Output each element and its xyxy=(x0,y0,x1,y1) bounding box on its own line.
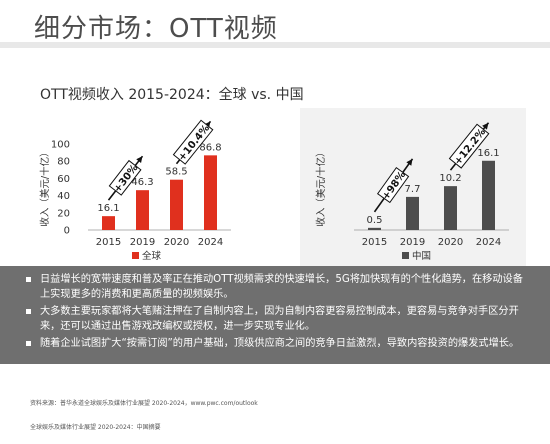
bar xyxy=(136,190,149,230)
data-label: 16.1 xyxy=(477,148,499,159)
page-title: 细分市场：OTT视频 xyxy=(34,14,278,44)
bar xyxy=(482,160,495,230)
source-note: 资料来源：普华永道全球娱乐及媒体行业展望 2020-2024，www.pwc.c… xyxy=(30,400,258,407)
arrow-head xyxy=(406,158,413,166)
y-axis-label: 收入（美元/十亿） xyxy=(315,147,327,226)
y-tick-label: 0 xyxy=(64,226,70,237)
x-tick-label: 2024 xyxy=(476,237,501,248)
data-label: 46.3 xyxy=(131,177,153,188)
legend-label: 全球 xyxy=(142,250,162,262)
arrow-head xyxy=(136,156,143,164)
y-tick-label: 100 xyxy=(51,140,70,151)
x-tick-label: 2020 xyxy=(438,237,463,248)
bar xyxy=(406,196,419,230)
y-axis-label: 收入（美元/十亿） xyxy=(39,147,51,226)
x-tick-label: 2019 xyxy=(400,237,425,248)
data-label: 16.1 xyxy=(97,203,119,214)
y-tick-label: 80 xyxy=(57,157,70,168)
annotation-box xyxy=(448,123,490,169)
bullet-list: 日益增长的宽带速度和普及率正在推动OTT视频需求的快速增长，5G将加快现有的个性… xyxy=(0,266,550,364)
bar xyxy=(444,186,457,230)
x-tick-label: 2020 xyxy=(164,237,189,248)
arrow-head xyxy=(482,122,489,130)
x-tick-label: 2019 xyxy=(130,237,155,248)
annotation-box xyxy=(108,159,142,196)
y-tick-label: 60 xyxy=(57,174,70,185)
x-tick-label: 2015 xyxy=(96,237,121,248)
data-label: 0.5 xyxy=(367,215,383,226)
data-label: 7.7 xyxy=(405,184,421,195)
x-tick-label: 2015 xyxy=(362,237,387,248)
y-tick-label: 40 xyxy=(57,191,70,202)
legend-label: 中国 xyxy=(412,250,431,262)
data-label: 86.8 xyxy=(199,142,221,153)
bar xyxy=(170,179,183,230)
bar xyxy=(204,155,217,230)
bullet-item: 随着企业试图扩大“按需订阅”的用户基础，顶级供应商之间的竞争日益激烈，导致内容投… xyxy=(26,336,532,351)
data-label: 58.5 xyxy=(165,167,187,178)
y-tick-label: 20 xyxy=(57,208,70,219)
chart-title: OTT视频收入 2015-2024：全球 vs. 中国 xyxy=(40,87,304,103)
title-divider xyxy=(0,42,550,48)
bar xyxy=(368,227,381,230)
footer-note: 全球娱乐及媒体行业展望 2020-2024：中国摘要 xyxy=(30,424,161,431)
annotation-box xyxy=(376,167,410,204)
bullet-item: 大多数主要玩家都将大笔赌注押在了自制内容上，因为自制内容更容易控制成本，更容易与… xyxy=(26,304,532,334)
bar xyxy=(102,216,115,230)
data-label: 10.2 xyxy=(439,173,461,184)
annotation-box xyxy=(172,119,214,165)
legend-swatch xyxy=(132,252,139,259)
x-tick-label: 2024 xyxy=(198,237,223,248)
legend-swatch xyxy=(402,252,409,259)
bullet-item: 日益增长的宽带速度和普及率正在推动OTT视频需求的快速增长，5G将加快现有的个性… xyxy=(26,272,532,302)
